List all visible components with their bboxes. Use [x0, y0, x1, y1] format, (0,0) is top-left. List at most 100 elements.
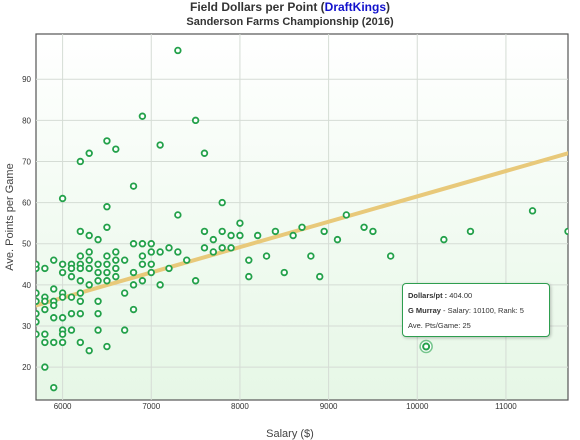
data-point[interactable] [76, 338, 85, 347]
data-point[interactable] [41, 338, 49, 347]
data-point[interactable] [333, 235, 342, 244]
data-point[interactable] [76, 157, 85, 166]
data-point[interactable] [262, 252, 271, 260]
data-point[interactable] [147, 268, 155, 277]
data-point[interactable] [58, 260, 67, 268]
data-point[interactable] [33, 330, 40, 338]
data-point[interactable] [94, 309, 102, 318]
data-point[interactable] [138, 240, 147, 248]
data-point[interactable] [67, 264, 76, 273]
data-point[interactable] [120, 326, 129, 334]
data-point[interactable] [33, 289, 40, 297]
data-point[interactable] [94, 235, 102, 244]
data-point[interactable] [174, 248, 182, 256]
data-point[interactable] [33, 260, 40, 268]
data-point[interactable] [369, 227, 377, 236]
data-point[interactable] [103, 203, 111, 211]
data-point[interactable] [67, 272, 76, 281]
data-point[interactable] [112, 248, 120, 256]
data-point[interactable] [174, 211, 182, 219]
data-point[interactable] [138, 112, 147, 120]
data-point[interactable] [209, 235, 218, 244]
data-point[interactable] [307, 252, 315, 260]
data-point[interactable] [236, 231, 244, 240]
data-point[interactable] [112, 272, 120, 281]
data-point[interactable] [33, 297, 40, 306]
data-point[interactable] [112, 264, 120, 273]
data-point[interactable] [528, 207, 537, 215]
data-point[interactable] [103, 252, 111, 260]
highlighted-point[interactable] [422, 342, 431, 351]
data-point[interactable] [85, 231, 93, 240]
data-point[interactable] [41, 264, 49, 273]
data-point[interactable] [50, 256, 58, 264]
data-point[interactable] [156, 281, 164, 289]
data-point[interactable] [33, 309, 40, 318]
data-point[interactable] [94, 268, 102, 277]
data-point[interactable] [85, 256, 93, 264]
data-point[interactable] [58, 293, 67, 301]
data-point[interactable] [58, 314, 67, 322]
data-point[interactable] [50, 285, 58, 293]
data-point[interactable] [147, 240, 155, 248]
data-point[interactable] [147, 248, 155, 256]
data-point[interactable] [218, 198, 226, 207]
data-point[interactable] [33, 318, 40, 326]
data-point[interactable] [85, 149, 93, 157]
data-point[interactable] [138, 277, 147, 285]
data-point[interactable] [58, 338, 67, 347]
data-point[interactable] [76, 297, 85, 306]
data-point[interactable] [320, 227, 328, 236]
data-point[interactable] [50, 383, 58, 392]
data-point[interactable] [191, 116, 200, 125]
data-point[interactable] [103, 342, 111, 351]
data-point[interactable] [236, 219, 244, 227]
data-point[interactable] [76, 264, 85, 273]
data-point[interactable] [58, 330, 67, 338]
data-point[interactable] [103, 277, 111, 285]
data-point[interactable] [94, 277, 102, 285]
data-point[interactable] [112, 256, 120, 264]
data-point[interactable] [67, 326, 76, 334]
data-point[interactable] [174, 46, 182, 55]
data-point[interactable] [147, 260, 155, 268]
data-point[interactable] [271, 227, 280, 236]
data-point[interactable] [227, 231, 235, 240]
data-point[interactable] [85, 281, 93, 289]
data-point[interactable] [156, 141, 164, 149]
data-point[interactable] [50, 338, 58, 347]
data-point[interactable] [129, 240, 138, 248]
data-point[interactable] [466, 227, 475, 236]
data-point[interactable] [165, 244, 173, 252]
data-point[interactable] [76, 252, 85, 260]
data-point[interactable] [218, 244, 226, 252]
data-point[interactable] [200, 244, 209, 252]
data-point[interactable] [120, 256, 129, 264]
data-point[interactable] [209, 248, 218, 256]
data-point[interactable] [298, 223, 306, 231]
data-point[interactable] [41, 297, 49, 306]
data-point[interactable] [245, 256, 253, 264]
data-point[interactable] [76, 289, 85, 297]
data-point[interactable] [94, 260, 102, 268]
data-point[interactable] [129, 305, 138, 314]
data-point[interactable] [103, 268, 111, 277]
data-point[interactable] [183, 256, 191, 264]
data-point[interactable] [41, 305, 49, 314]
data-point[interactable] [103, 223, 111, 231]
data-point[interactable] [253, 231, 262, 240]
data-point[interactable] [386, 252, 395, 260]
data-point[interactable] [76, 227, 85, 236]
data-point[interactable] [316, 272, 324, 281]
data-point[interactable] [360, 223, 368, 231]
data-point[interactable] [58, 194, 67, 203]
data-point[interactable] [50, 301, 58, 310]
data-point[interactable] [129, 268, 138, 277]
data-point[interactable] [50, 314, 58, 322]
data-point[interactable] [342, 211, 351, 219]
data-point[interactable] [85, 264, 93, 273]
data-point[interactable] [120, 289, 129, 297]
data-point[interactable] [156, 248, 164, 256]
data-point[interactable] [129, 182, 138, 190]
data-point[interactable] [58, 268, 67, 277]
